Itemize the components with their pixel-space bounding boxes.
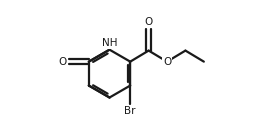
- Text: Br: Br: [124, 106, 136, 116]
- Text: NH: NH: [102, 38, 117, 48]
- Text: O: O: [145, 17, 153, 27]
- Text: O: O: [58, 57, 67, 67]
- Text: O: O: [163, 57, 171, 67]
